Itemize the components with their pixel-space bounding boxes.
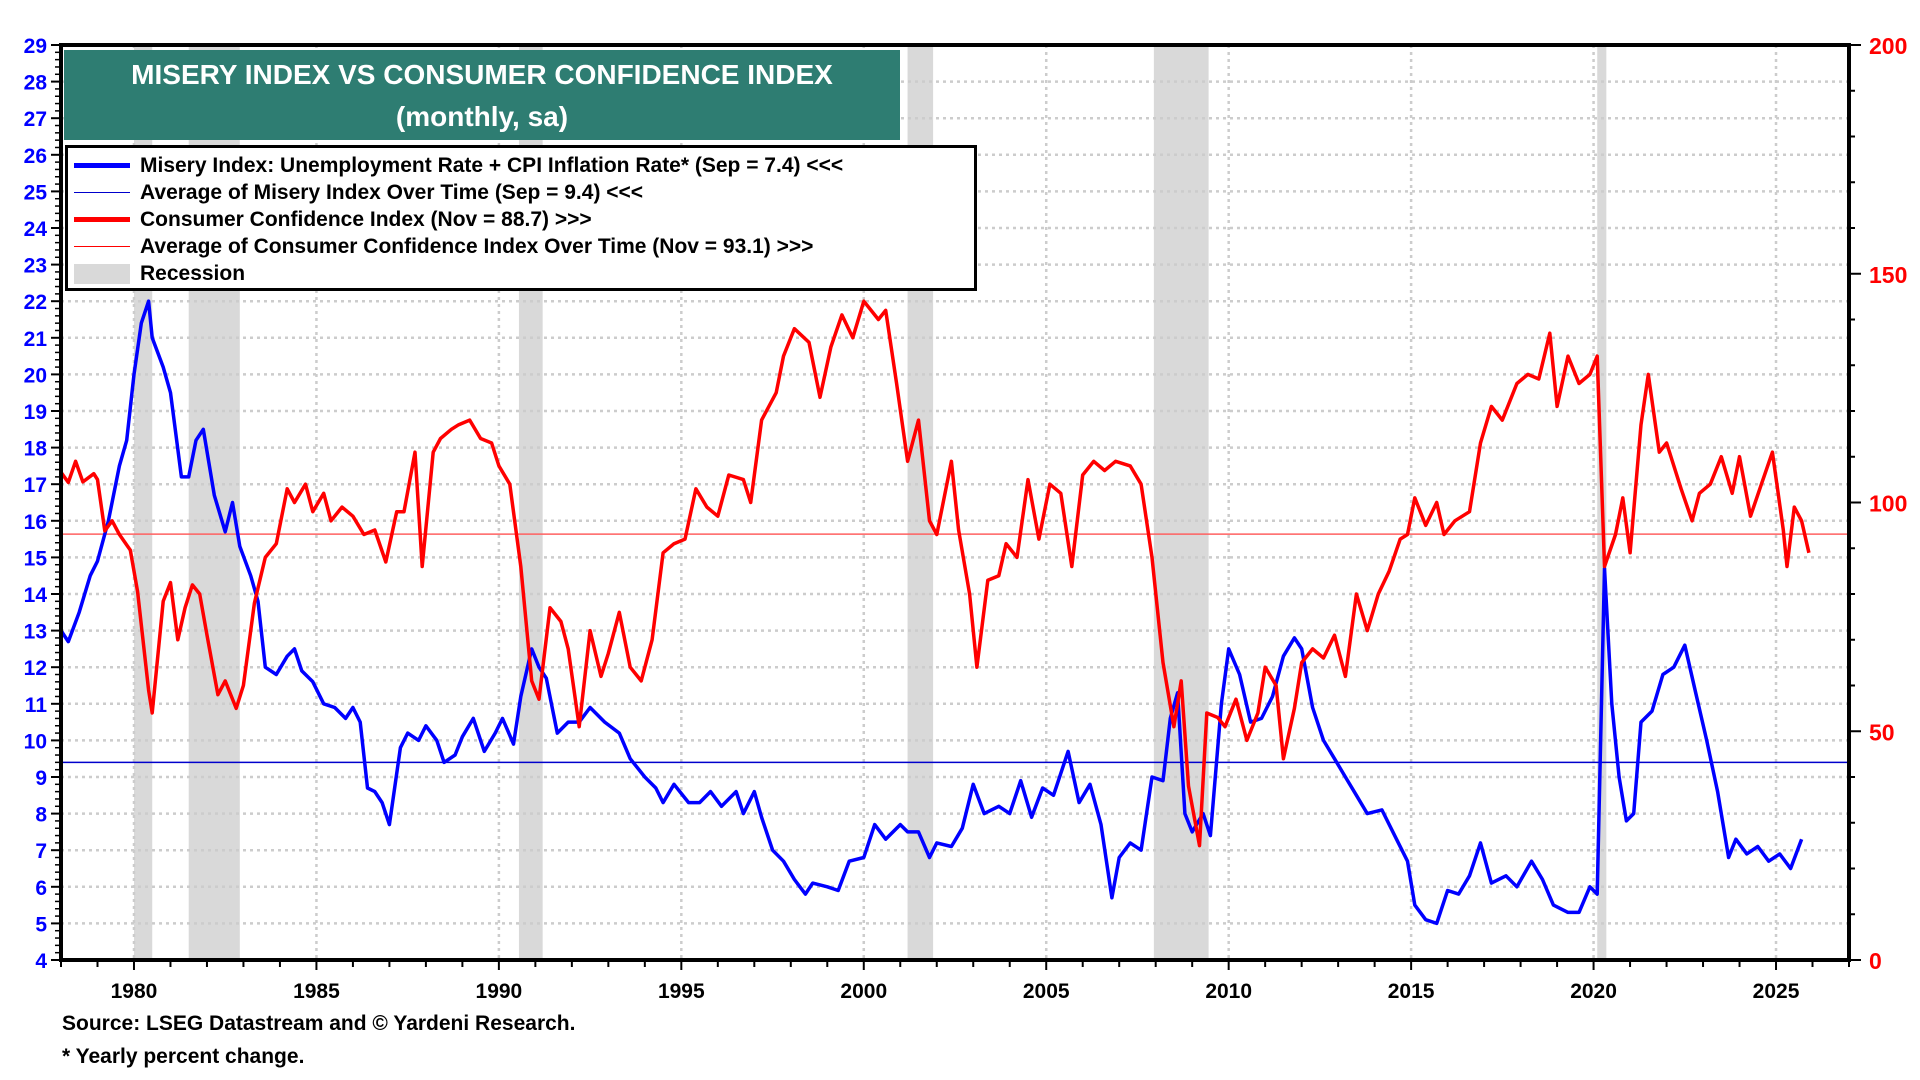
legend-label: Recession: [140, 261, 246, 285]
left-tick-label: 13: [24, 621, 47, 644]
right-axis: 0 50 100 150 200: [1849, 33, 1907, 974]
legend-label: Average of Misery Index Over Time (Sep =…: [140, 180, 644, 204]
left-tick-label: 20: [24, 364, 47, 387]
left-tick-label: 10: [24, 730, 47, 753]
chart-title-box: MISERY INDEX VS CONSUMER CONFIDENCE INDE…: [64, 50, 900, 140]
left-tick-label: 22: [24, 291, 47, 314]
left-tick-label: 14: [24, 584, 48, 607]
left-tick-label: 11: [25, 694, 48, 717]
legend-swatch-cci-average: [74, 245, 130, 248]
left-tick-label: 16: [24, 511, 47, 534]
x-tick-label: 2000: [840, 980, 887, 1003]
left-tick-label: 29: [24, 35, 47, 58]
x-axis: 1980 1985 1990 1995 2000 2005 2010 2015 2020 2025: [60, 960, 1850, 1003]
left-tick-label: 8: [35, 804, 47, 827]
right-tick-label: 150: [1869, 262, 1907, 288]
left-tick-label: 27: [24, 108, 47, 131]
x-tick-label: 2020: [1570, 980, 1617, 1003]
chart-subtitle: (monthly, sa): [395, 101, 569, 132]
x-tick-label: 1985: [293, 980, 340, 1003]
left-tick-label: 4: [35, 950, 47, 973]
x-tick-label: 1980: [111, 980, 158, 1003]
x-tick-label: 1995: [658, 980, 705, 1003]
left-tick-label: 25: [24, 181, 48, 204]
right-tick-label: 200: [1869, 33, 1907, 59]
legend-item-cci: Consumer Confidence Index (Nov = 88.7) >…: [74, 206, 974, 233]
legend-item-misery: Misery Index: Unemployment Rate + CPI In…: [74, 152, 974, 179]
left-tick-label: 23: [24, 255, 47, 278]
legend-label: Average of Consumer Confidence Index Ove…: [140, 234, 814, 258]
legend-swatch-recession: [74, 263, 130, 284]
misery-index-line: [59, 299, 1804, 926]
left-tick-label: 9: [35, 767, 47, 790]
left-tick-label: 26: [24, 145, 47, 168]
x-tick-label: 2010: [1205, 980, 1252, 1003]
recession-band: [1153, 45, 1209, 960]
source-note: Source: LSEG Datastream and © Yardeni Re…: [62, 1012, 576, 1035]
legend-swatch-misery-average: [74, 191, 130, 194]
consumer-confidence-line: [59, 299, 1811, 848]
left-tick-label: 19: [24, 401, 47, 424]
footnote: * Yearly percent change.: [62, 1045, 305, 1068]
legend-label: Consumer Confidence Index (Nov = 88.7) >…: [140, 207, 592, 231]
average-lines: [61, 533, 1849, 764]
left-tick-label: 18: [24, 438, 48, 461]
right-tick-label: 0: [1869, 948, 1882, 974]
x-tick-label: 2025: [1753, 980, 1800, 1003]
legend: Misery Index: Unemployment Rate + CPI In…: [65, 145, 977, 291]
right-tick-label: 50: [1869, 719, 1895, 745]
x-tick-label: 2015: [1388, 980, 1435, 1003]
left-tick-label: 15: [24, 547, 48, 570]
left-axis: 4 5 6 7 8 9 10 11 12 13 14 15 16 17 18 19 20 21 22 23 24 25 26…: [24, 35, 61, 973]
legend-swatch-cci: [74, 217, 130, 222]
legend-item-recession: Recession: [74, 260, 974, 287]
legend-item-cci-average: Average of Consumer Confidence Index Ove…: [74, 233, 974, 260]
x-tick-label: 1990: [476, 980, 523, 1003]
series-lines: [59, 299, 1811, 926]
left-tick-label: 17: [24, 474, 47, 497]
left-tick-label: 28: [24, 72, 48, 95]
left-tick-label: 12: [24, 657, 47, 680]
left-tick-label: 6: [35, 877, 47, 900]
left-tick-label: 5: [35, 913, 47, 936]
chart-title: MISERY INDEX VS CONSUMER CONFIDENCE INDE…: [131, 59, 833, 90]
left-tick-label: 21: [24, 328, 48, 351]
legend-label: Misery Index: Unemployment Rate + CPI In…: [140, 153, 844, 177]
left-tick-label: 24: [24, 218, 48, 241]
right-tick-label: 100: [1869, 491, 1907, 517]
legend-item-misery-average: Average of Misery Index Over Time (Sep =…: [74, 179, 974, 206]
left-tick-label: 7: [35, 840, 47, 863]
legend-swatch-misery: [74, 163, 130, 168]
x-tick-label: 2005: [1023, 980, 1070, 1003]
